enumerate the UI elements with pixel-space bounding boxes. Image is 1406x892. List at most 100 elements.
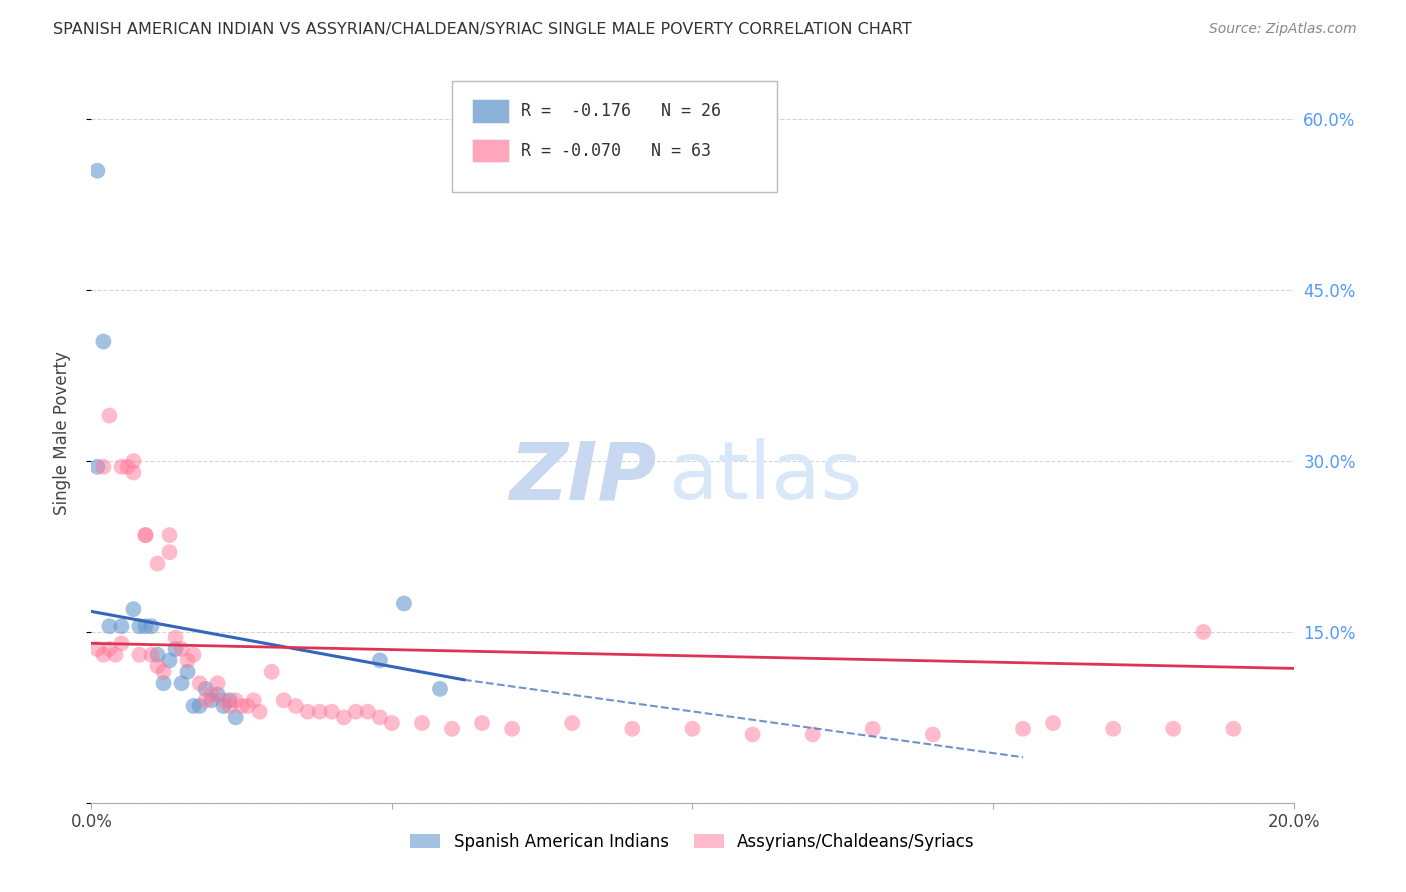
Point (922, 727, 945, 741)
Point (621, 722, 644, 736)
Bar (472, 100, 509, 123)
Point (104, 648, 127, 662)
Point (333, 710, 356, 724)
Point (471, 716, 494, 731)
Point (1222, 722, 1244, 736)
Point (183, 698, 205, 713)
Point (218, 698, 240, 713)
Point (122, 602, 145, 616)
Point (152, 665, 174, 679)
Text: Source: ZipAtlas.com: Source: ZipAtlas.com (1209, 22, 1357, 37)
Point (231, 698, 253, 713)
Point (146, 648, 169, 662)
Point (1192, 624, 1215, 639)
Point (165, 642, 187, 657)
FancyBboxPatch shape (451, 81, 776, 192)
Point (249, 705, 271, 719)
Point (134, 619, 156, 633)
Point (741, 727, 763, 741)
Point (212, 698, 235, 713)
Point (1012, 722, 1035, 736)
Point (284, 698, 307, 713)
Point (273, 693, 295, 707)
Point (801, 727, 824, 741)
Point (188, 698, 211, 713)
Point (392, 597, 415, 611)
Point (1161, 722, 1184, 736)
Text: R = -0.070   N = 63: R = -0.070 N = 63 (520, 142, 710, 160)
Point (128, 648, 150, 662)
Point (93, 648, 115, 662)
Point (170, 642, 193, 657)
Point (411, 716, 433, 731)
Point (93, 334, 115, 349)
Bar (472, 138, 509, 162)
Point (183, 648, 205, 662)
Point (110, 459, 132, 474)
Point (225, 693, 247, 707)
Point (110, 636, 132, 650)
Point (86, 163, 108, 178)
Point (134, 528, 156, 542)
Point (344, 705, 367, 719)
Point (86, 642, 108, 657)
Point (201, 693, 224, 707)
Point (201, 688, 224, 702)
Point (141, 648, 163, 662)
Point (122, 454, 145, 468)
Point (242, 693, 264, 707)
Point (1102, 722, 1125, 736)
Point (381, 716, 404, 731)
Point (194, 693, 217, 707)
Legend: Spanish American Indians, Assyrians/Chaldeans/Syriacs: Spanish American Indians, Assyrians/Chal… (404, 826, 981, 857)
Point (225, 710, 247, 724)
Text: atlas: atlas (668, 438, 863, 516)
Point (501, 722, 523, 736)
Point (297, 705, 319, 719)
Point (134, 528, 156, 542)
Point (368, 710, 391, 724)
Point (98, 619, 121, 633)
Point (98, 642, 121, 657)
Point (218, 693, 240, 707)
Text: ZIP: ZIP (509, 438, 657, 516)
Y-axis label: Single Male Poverty: Single Male Poverty (52, 351, 70, 515)
Point (194, 681, 217, 696)
Point (308, 705, 330, 719)
Point (159, 528, 181, 542)
Text: SPANISH AMERICAN INDIAN VS ASSYRIAN/CHALDEAN/SYRIAC SINGLE MALE POVERTY CORRELAT: SPANISH AMERICAN INDIAN VS ASSYRIAN/CHAL… (53, 22, 912, 37)
Point (141, 619, 163, 633)
Point (207, 688, 229, 702)
Point (236, 698, 259, 713)
Point (122, 466, 145, 480)
Point (188, 676, 211, 690)
Point (561, 716, 583, 731)
Point (440, 722, 463, 736)
Point (146, 557, 169, 571)
Point (212, 693, 235, 707)
Point (1042, 716, 1064, 731)
Point (98, 409, 121, 423)
Point (128, 619, 150, 633)
Point (117, 459, 139, 474)
Point (159, 545, 181, 559)
Point (110, 619, 132, 633)
Point (152, 676, 174, 690)
Point (260, 665, 283, 679)
Point (207, 676, 229, 690)
Point (170, 676, 193, 690)
Point (176, 665, 198, 679)
Point (159, 653, 181, 667)
Point (93, 459, 115, 474)
Point (368, 653, 391, 667)
Text: R =  -0.176   N = 26: R = -0.176 N = 26 (520, 103, 720, 120)
Point (429, 681, 451, 696)
Point (176, 653, 198, 667)
Point (357, 705, 380, 719)
Point (165, 631, 187, 645)
Point (681, 722, 703, 736)
Point (146, 659, 169, 673)
Point (862, 722, 884, 736)
Point (86, 459, 108, 474)
Point (321, 705, 343, 719)
